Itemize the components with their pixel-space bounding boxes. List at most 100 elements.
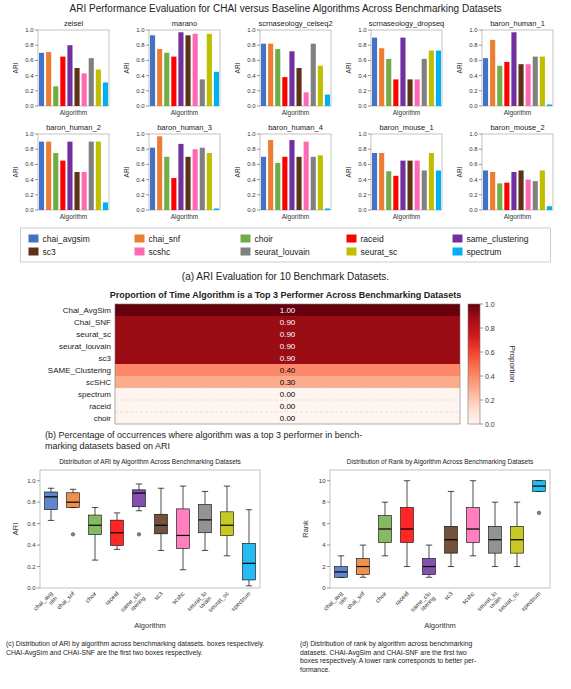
x-label: Algorithm — [282, 109, 309, 117]
bar — [372, 38, 377, 106]
y-tick-label: Chai_AvgSim — [63, 306, 112, 315]
colorbar-step — [468, 390, 480, 392]
bar — [497, 66, 502, 106]
colorbar-step — [468, 336, 480, 338]
cap-low — [426, 577, 432, 578]
colorbar-step — [468, 356, 480, 358]
y-tick — [368, 179, 371, 180]
bar — [490, 172, 495, 210]
x-label: Algorithm — [171, 109, 198, 117]
bar — [171, 178, 176, 210]
whisker-low — [139, 507, 140, 511]
y-tick-label: 0.2 — [136, 88, 145, 94]
cap-high — [338, 555, 344, 556]
y-tick-label: 0.8 — [25, 42, 34, 48]
x-tick-label: chai_snf — [56, 590, 76, 610]
colorbar-step — [468, 414, 480, 416]
median — [467, 528, 480, 529]
y-tick-label: seurat_sc — [76, 330, 111, 339]
box-title: Distribution of ARI by Algorithm Across … — [59, 458, 241, 466]
plot-frame — [371, 30, 442, 106]
y-tick — [37, 480, 40, 481]
bar — [268, 140, 273, 210]
cap-low — [382, 555, 388, 556]
y-tick-label: 0.6 — [358, 57, 367, 63]
y-tick-label: 0.4 — [136, 177, 145, 183]
box — [445, 526, 458, 553]
bar — [82, 73, 87, 106]
y-tick-label: choir — [94, 414, 112, 423]
y-tick-label: 0.0 — [136, 207, 145, 213]
whisker-high — [139, 484, 140, 490]
y-tick-label: Chai_SNF — [74, 318, 111, 327]
bar — [511, 32, 516, 106]
colorbar-step — [468, 394, 480, 396]
colorbar-step — [468, 404, 480, 406]
y-tick-label: 1.0 — [136, 131, 145, 137]
y-tick-label: 0.4 — [469, 177, 478, 183]
y-tick — [146, 30, 149, 31]
median — [401, 528, 414, 529]
y-tick-label: 0.0 — [25, 103, 34, 109]
median — [133, 492, 146, 493]
heatmap-cell — [115, 376, 460, 388]
colorbar-step — [468, 306, 480, 308]
panel-title: baron_human_1 — [490, 19, 545, 28]
median — [221, 525, 234, 526]
x-tick-label: sc3 — [443, 590, 454, 601]
bar — [193, 34, 198, 106]
bar — [325, 208, 330, 210]
y-tick — [257, 164, 260, 165]
box — [133, 490, 146, 507]
colorbar-step — [468, 318, 480, 320]
colorbar-tick — [480, 376, 483, 377]
y-tick-label: 0.2 — [27, 564, 36, 570]
colorbar-step — [468, 380, 480, 382]
bar — [164, 157, 169, 210]
y-tick-label: 0.2 — [469, 88, 478, 94]
y-tick-label: 1.0 — [247, 131, 256, 137]
bar — [304, 142, 309, 210]
heatmap-cell — [115, 364, 460, 376]
plot-frame — [330, 470, 550, 588]
bar — [483, 58, 488, 106]
x-label: Algorithm — [393, 213, 420, 221]
bar — [304, 92, 309, 106]
x-tick-label: seurat_sc — [207, 590, 230, 613]
y-tick-label: 0.2 — [25, 88, 34, 94]
y-tick-label: 1.0 — [136, 27, 145, 33]
text-line: seurat_sc — [207, 590, 230, 613]
colorbar-step — [468, 348, 480, 350]
colorbar-frame — [468, 304, 480, 424]
flier — [537, 511, 541, 515]
legend-label: same_clustering — [467, 234, 529, 244]
box — [199, 505, 212, 533]
whisker-high — [429, 545, 430, 558]
bar — [207, 153, 212, 210]
colorbar-step — [468, 402, 480, 404]
y-tick — [35, 164, 38, 165]
cap-high — [202, 491, 208, 492]
whisker-low — [429, 575, 430, 578]
colorbar-step — [468, 408, 480, 410]
whisker-low — [227, 535, 228, 555]
colorbar-step — [468, 308, 480, 310]
y-tick — [257, 45, 260, 46]
y-tick — [35, 106, 38, 107]
y-label: ARI — [345, 62, 352, 73]
x-label: Algorithm — [393, 109, 420, 117]
legend-swatch — [135, 248, 145, 256]
y-tick — [37, 588, 40, 589]
cap-low — [136, 510, 142, 511]
colorbar-tick — [480, 304, 483, 305]
box — [379, 516, 392, 543]
y-tick — [368, 45, 371, 46]
x-tick-label: choir — [374, 590, 387, 603]
y-tick — [368, 30, 371, 31]
y-tick-label: 0.2 — [358, 88, 367, 94]
whisker-high — [473, 481, 474, 508]
x-tick-label: sc3 — [153, 590, 164, 601]
bar — [296, 68, 301, 106]
y-tick — [35, 75, 38, 76]
box — [357, 559, 370, 575]
